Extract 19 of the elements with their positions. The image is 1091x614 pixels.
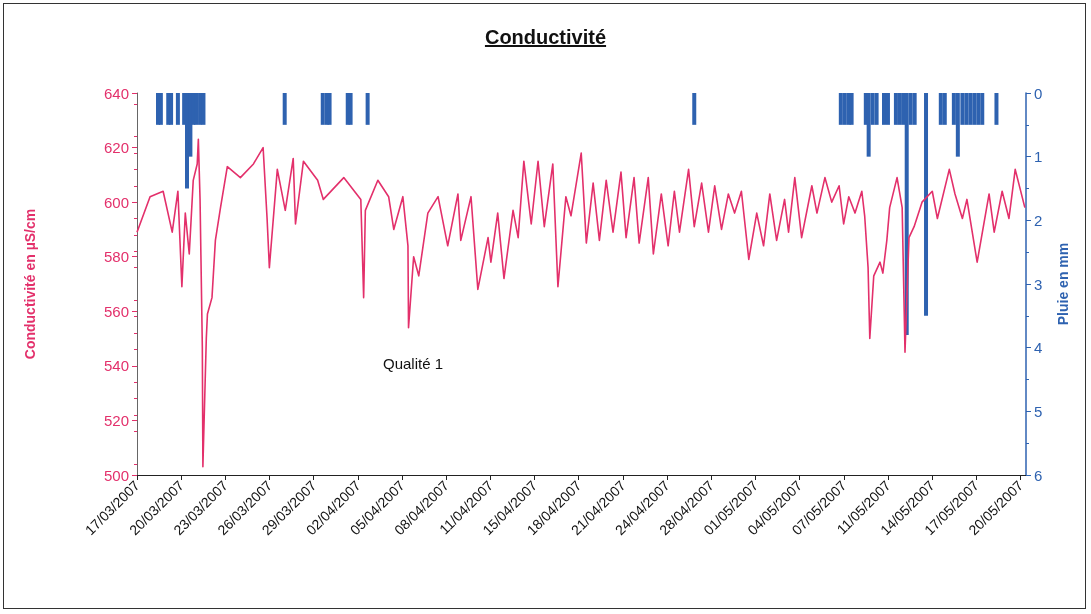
y2-tick-label: 4 xyxy=(1034,339,1043,357)
annotation: Qualité 1 xyxy=(383,355,444,372)
y2-tick-label: 0 xyxy=(1034,84,1043,102)
chart-title: Conductivité xyxy=(483,26,608,49)
y-tick-label: 580 xyxy=(103,248,129,266)
y2-tick-label: 6 xyxy=(1034,466,1043,484)
y-axis-title: Conductivité en µS/cm xyxy=(22,208,38,360)
y2-tick-label: 5 xyxy=(1034,402,1043,420)
y-tick-label: 640 xyxy=(103,84,129,102)
y-tick-label: 520 xyxy=(103,411,129,429)
y2-tick-label: 3 xyxy=(1034,275,1043,293)
y2-tick-label: 1 xyxy=(1034,148,1043,166)
y2-axis-title: Pluie en mm xyxy=(1055,242,1071,326)
y-tick-label: 540 xyxy=(103,357,129,375)
y-tick-label: 620 xyxy=(103,139,129,157)
y2-tick-label: 2 xyxy=(1034,211,1043,229)
y-tick-label: 600 xyxy=(103,193,129,211)
y-tick-label: 500 xyxy=(103,466,129,484)
y-tick-label: 560 xyxy=(103,302,129,320)
